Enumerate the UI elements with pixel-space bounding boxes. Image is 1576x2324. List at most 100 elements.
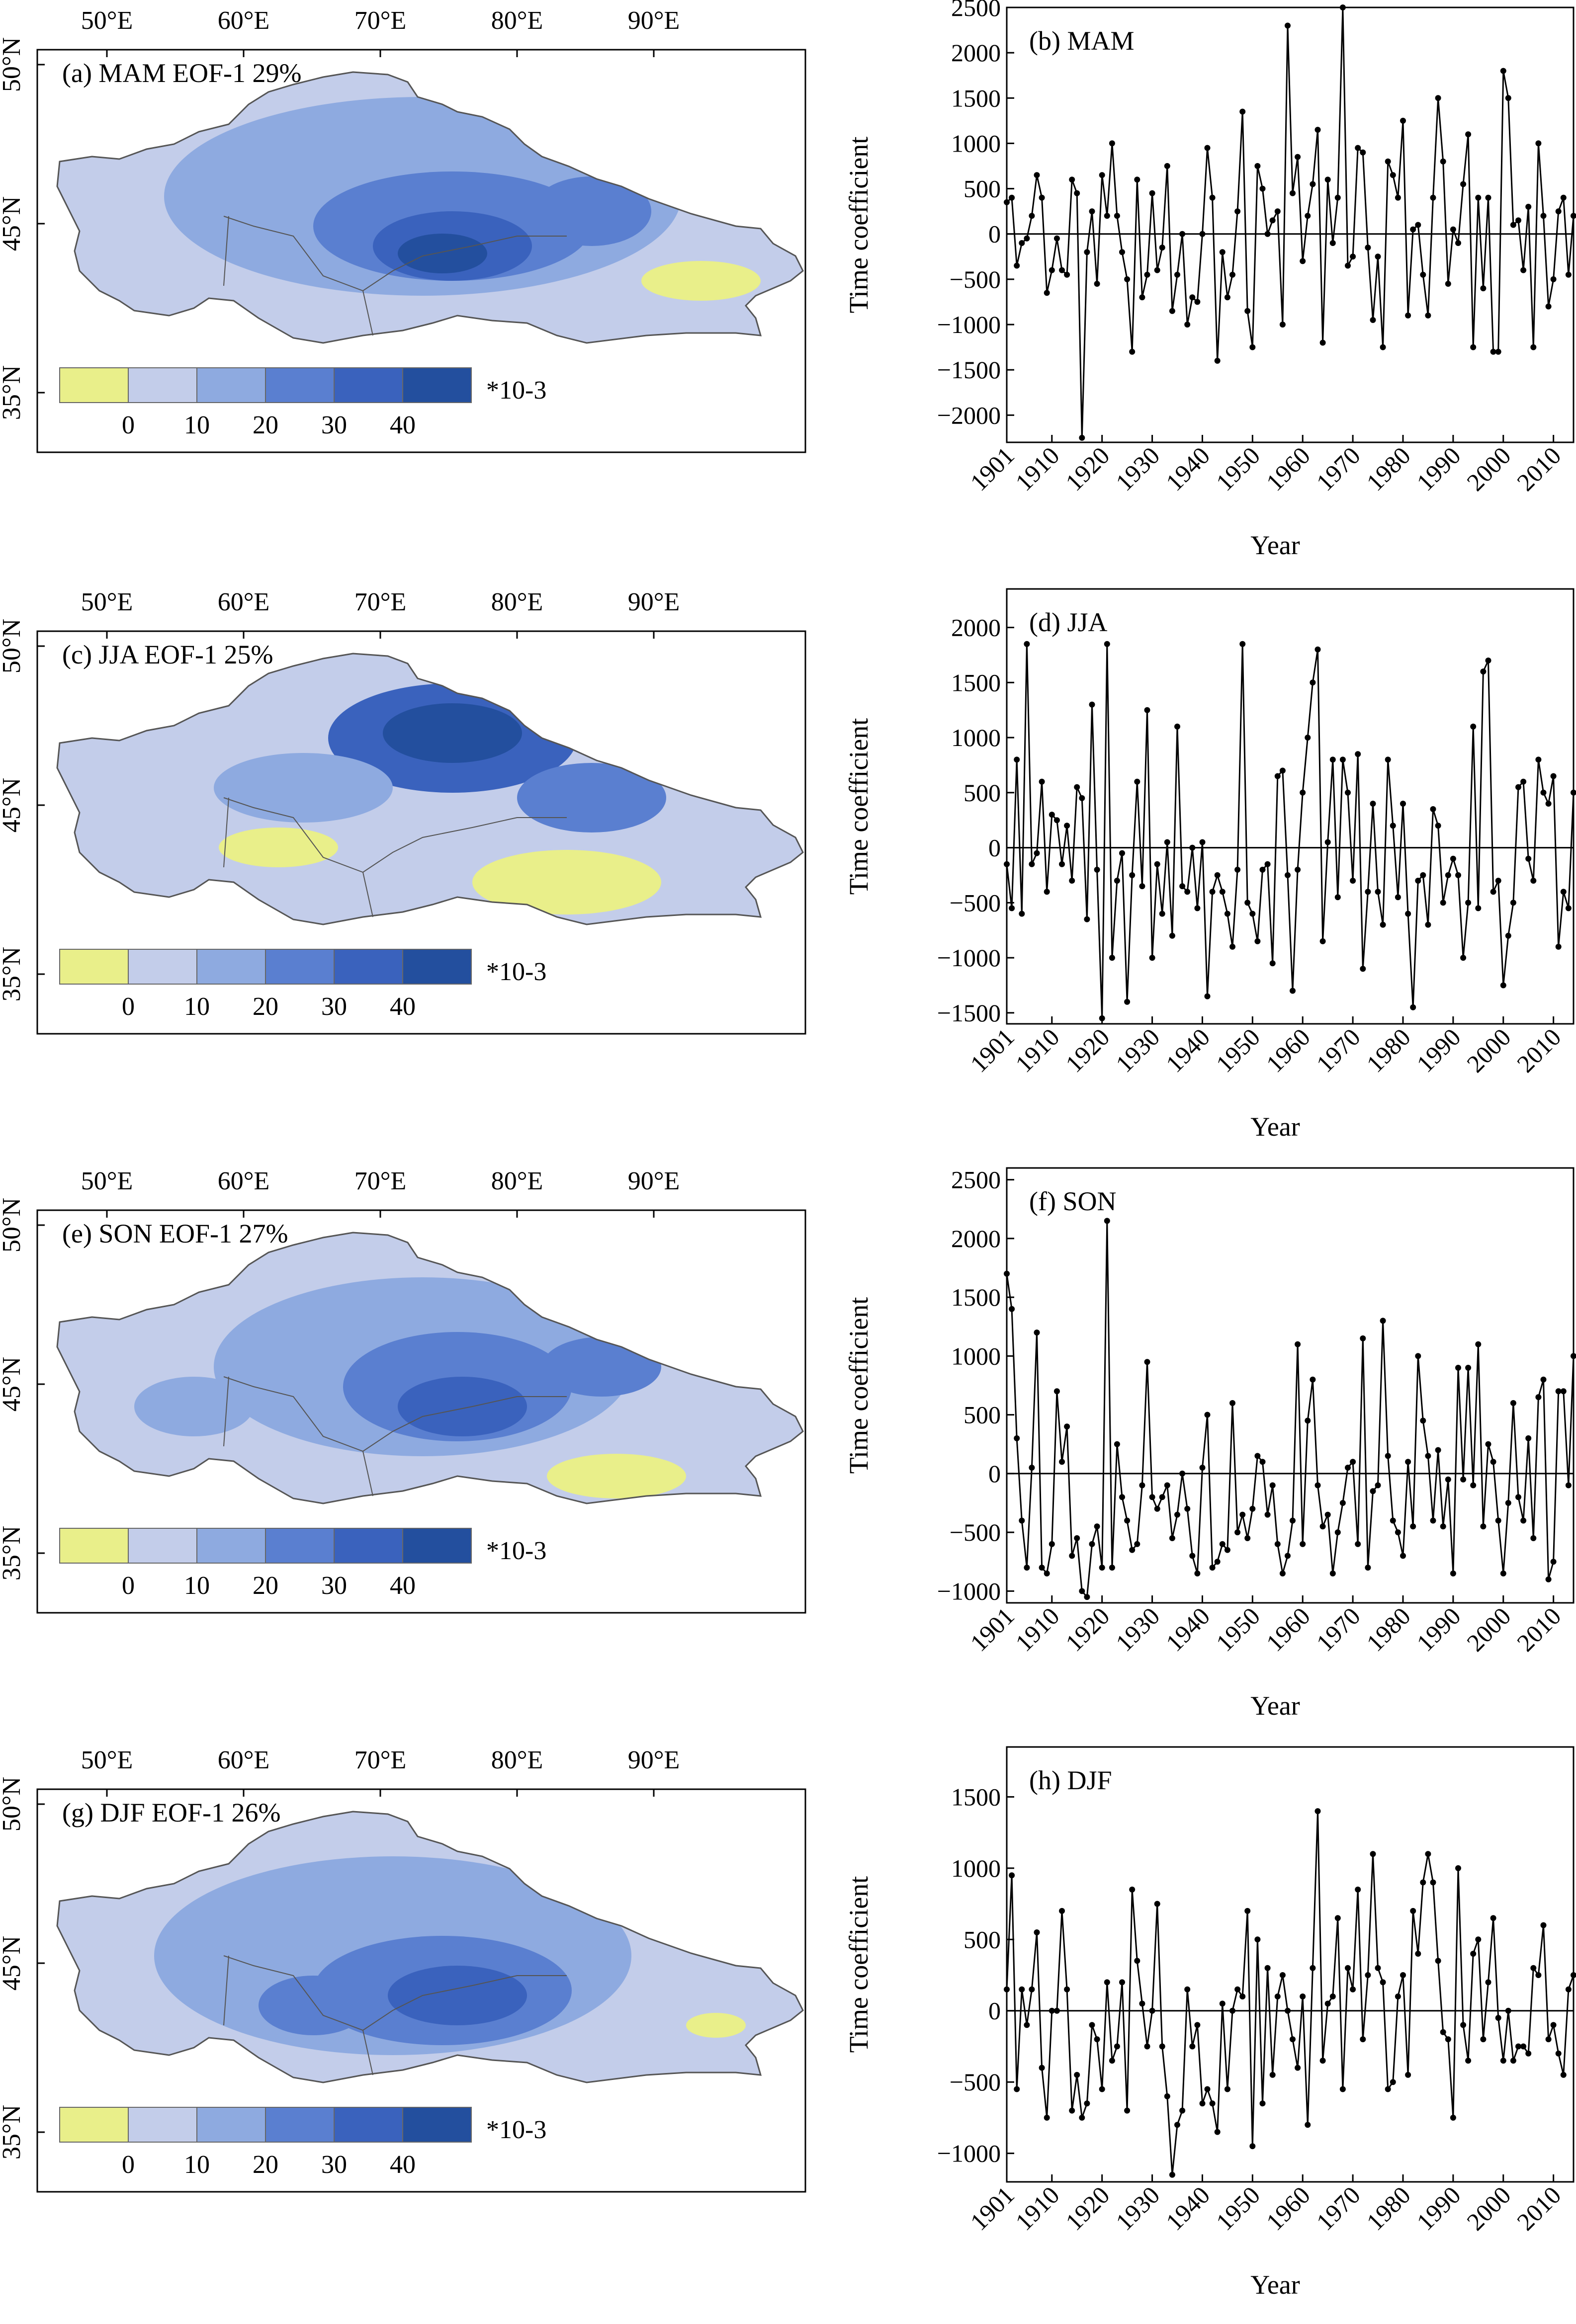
data-point <box>1234 208 1241 215</box>
data-point <box>1445 2036 1451 2043</box>
data-point <box>1420 271 1426 278</box>
data-point <box>1109 955 1115 961</box>
x-tick-label: 1950 <box>1211 1023 1265 1078</box>
plot-frame <box>1006 588 1575 1025</box>
x-tick-label: 2010 <box>1511 441 1566 496</box>
data-point <box>1290 190 1296 196</box>
colorbar-unit-label: *10-3 <box>486 2116 546 2144</box>
data-point <box>1039 194 1045 201</box>
data-point <box>1450 855 1456 862</box>
lat-tick-label: 50°N <box>0 37 26 92</box>
data-point <box>1164 1482 1170 1489</box>
lat-tick-label: 35°N <box>0 365 26 420</box>
data-point <box>1014 756 1020 763</box>
data-point <box>1319 1523 1326 1530</box>
colorbar-tick-label: 0 <box>122 1572 135 1600</box>
data-point <box>1079 2114 1085 2121</box>
data-point <box>1430 194 1436 201</box>
data-point <box>1410 226 1416 233</box>
data-point <box>1264 861 1271 867</box>
lon-tick-label: 70°E <box>354 588 407 616</box>
data-point <box>1571 213 1576 219</box>
lon-tick-label: 70°E <box>354 6 407 35</box>
data-point <box>1425 312 1431 319</box>
data-point <box>1269 960 1276 967</box>
data-point <box>1219 889 1226 895</box>
x-tick-label: 1960 <box>1261 1023 1315 1078</box>
data-point <box>1119 850 1125 856</box>
colorbar-tick-label: 40 <box>390 993 416 1021</box>
data-point <box>1545 2036 1552 2043</box>
data-point <box>1104 213 1110 219</box>
colorbar-swatch <box>402 1528 472 1564</box>
data-point <box>1365 1972 1371 1978</box>
data-point <box>1179 1470 1186 1477</box>
data-point <box>1545 1576 1552 1582</box>
data-point <box>1059 267 1065 273</box>
y-tick-label: −1500 <box>937 999 1001 1027</box>
colorbar-tick-label: 40 <box>390 1572 416 1600</box>
data-point <box>1244 900 1251 906</box>
data-point <box>1224 1547 1230 1553</box>
data-point <box>1515 1494 1521 1500</box>
data-point <box>1480 668 1487 675</box>
data-point <box>1179 883 1186 890</box>
data-point <box>1515 217 1521 224</box>
data-point <box>1224 911 1230 917</box>
data-point <box>1184 889 1191 895</box>
data-point <box>1375 1482 1381 1489</box>
data-point <box>1295 1341 1301 1347</box>
colorbar-tick-label: 40 <box>390 2151 416 2179</box>
data-point <box>1229 1400 1235 1406</box>
data-point <box>1470 1951 1477 1957</box>
y-tick-label: 1500 <box>951 668 1001 696</box>
data-point <box>1024 1565 1030 1571</box>
map-panel-2: 50°E 60°E 70°E 80°E 90°E 50°N 45°N 35°N (e) SON … <box>0 1167 806 1614</box>
plot-frame <box>1006 1167 1575 1604</box>
data-point <box>1089 208 1095 215</box>
data-point <box>1009 905 1015 912</box>
data-point <box>1144 271 1150 278</box>
x-tick-label: 2000 <box>1461 1602 1516 1657</box>
lon-tick-label: 50°E <box>81 1746 133 1774</box>
data-point <box>1530 1965 1537 1971</box>
data-point <box>1059 861 1065 867</box>
x-tick-label: 1990 <box>1411 2181 1466 2236</box>
data-point <box>1345 1465 1351 1471</box>
data-point <box>1139 1482 1145 1489</box>
chart-title: (h) DJF <box>1029 1765 1112 1795</box>
region-outline <box>56 653 804 925</box>
data-point <box>1400 1553 1406 1559</box>
data-point <box>1430 1517 1436 1524</box>
data-point <box>1555 943 1562 950</box>
x-tick-label: 1910 <box>1010 1602 1064 1657</box>
data-point <box>1149 190 1155 196</box>
data-point <box>1350 878 1356 884</box>
data-point <box>1144 707 1150 713</box>
data-point <box>1264 231 1271 237</box>
data-point <box>1535 756 1542 763</box>
data-point <box>1004 1270 1010 1277</box>
data-point <box>1029 861 1035 867</box>
data-point <box>1515 2043 1521 2050</box>
data-point <box>1540 213 1547 219</box>
data-point <box>1334 1529 1341 1536</box>
y-tick-label: 500 <box>963 1925 1001 1953</box>
colorbar-tick-label: 10 <box>184 1572 210 1600</box>
map-panel-0: 50°E 60°E 70°E 80°E 90°E 50°N 45°N 35°N (a) MAM … <box>0 6 806 453</box>
pattern-patch <box>472 850 661 914</box>
country-borders <box>223 216 373 336</box>
colorbar-tick-label: 20 <box>253 2151 278 2179</box>
data-point <box>1415 1951 1421 1957</box>
pattern-patch <box>517 763 666 832</box>
y-tick-label: 500 <box>963 175 1001 203</box>
lon-tick-label: 70°E <box>354 1746 407 1774</box>
data-point <box>1034 850 1040 856</box>
data-point <box>1049 1541 1055 1547</box>
time-series-panel-3: −1000 −500 0 500 1000 1500 1901191019201930194… <box>844 1746 1576 2300</box>
data-point <box>1114 1441 1120 1447</box>
colorbar-tick-label: 30 <box>321 411 347 439</box>
data-point <box>1355 1541 1361 1547</box>
colorbar-swatch <box>196 367 266 403</box>
